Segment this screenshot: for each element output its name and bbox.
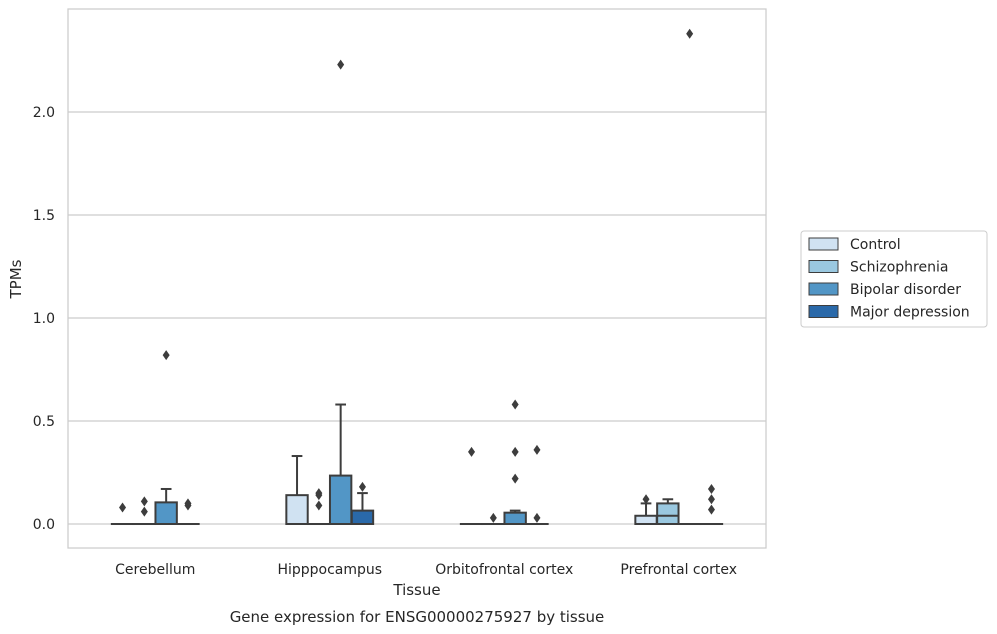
y-tick-label: 2.0 [33,105,55,121]
x-tick-label: Orbitofrontal cortex [435,562,573,578]
outlier-point [358,481,366,492]
box-body [285,494,309,526]
box [307,488,331,526]
x-tick-label: Prefrontal cortex [620,562,737,578]
outlier-point [140,496,148,507]
box [699,483,724,526]
outlier-point [162,350,170,361]
legend-label: Control [850,237,901,253]
legend-label: Schizophrenia [850,260,948,276]
y-tick-label: 0.0 [33,517,55,533]
y-tick-label: 0.5 [33,414,55,430]
box [459,446,484,526]
box [677,28,702,526]
outlier-point [315,500,323,511]
box-body [656,502,680,525]
y-axis-label: TPMs [7,259,25,299]
outlier-point [489,512,497,523]
outlier-point [642,494,650,505]
legend-swatch [808,305,839,318]
legend: Control Schizophrenia Bipolar disorder Majo… [800,230,988,328]
plot-frame [67,8,767,549]
box-body [328,474,353,525]
grid-lines [68,111,766,525]
box [154,350,178,525]
box-body [634,514,658,526]
box-body [350,509,375,525]
y-tick-label: 1.5 [33,208,55,224]
plot-area [110,28,724,526]
outlier-point [511,446,519,457]
outlier-point [140,506,148,517]
legend-swatch [808,282,839,296]
outlier-point [707,494,715,505]
box [110,502,135,526]
box-body [503,511,527,525]
box [656,498,680,525]
x-axis-ticks: Cerebellum Hipppocampus Orbitofrontal cort… [115,562,737,578]
outlier-point [337,59,345,70]
y-tick-label: 1.0 [33,311,55,327]
legend-label: Major depression [850,305,970,321]
outlier-point [315,488,323,499]
outlier-point [686,28,694,39]
outlier-point [533,512,541,523]
outlier-point [533,444,541,455]
outlier-point [511,399,519,410]
box [503,399,527,525]
box [176,498,200,526]
box [525,444,549,526]
outlier-point [707,504,715,515]
chart-caption: Gene expression for ENSG00000275927 by t… [230,608,605,626]
x-tick-label: Cerebellum [115,562,195,578]
box [634,494,658,526]
outlier-point [184,498,192,509]
legend-swatch [808,237,839,251]
legend-frame [800,230,988,328]
legend-swatch [808,260,839,273]
box [285,455,309,526]
legend-label: Bipolar disorder [850,282,961,298]
outlier-point [511,473,519,484]
box [481,512,506,526]
outlier-point [468,446,476,457]
box [350,481,375,525]
box [132,496,157,526]
outlier-point [119,502,127,513]
box-body [154,501,178,525]
x-tick-label: Hipppocampus [277,562,382,578]
box [328,59,353,525]
x-axis-label: Tissue [392,581,440,599]
y-axis-ticks: 0.0 0.5 1.0 1.5 2.0 [33,105,55,533]
outlier-point [707,483,715,494]
